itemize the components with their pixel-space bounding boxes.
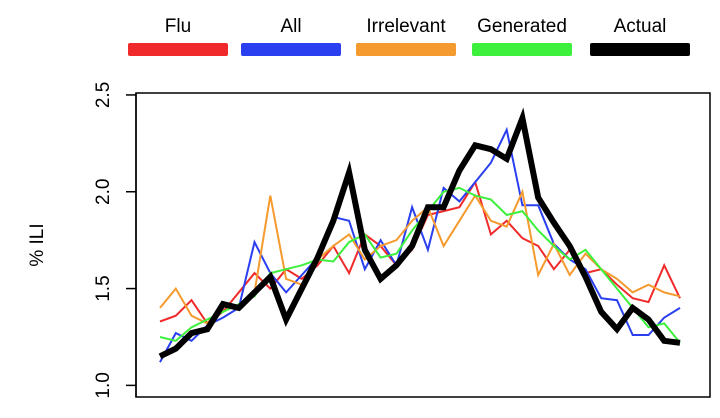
legend-label: Irrelevant [366, 16, 446, 37]
legend-swatch [128, 43, 228, 56]
legend-label: Generated [477, 16, 567, 37]
legend-swatch [590, 43, 690, 56]
series-line [159, 186, 681, 344]
legend-swatch [472, 43, 572, 56]
legend-label: Actual [614, 16, 667, 37]
legend-swatch [356, 43, 456, 56]
legend-label: Flu [165, 16, 191, 37]
y-tick-label: 2.0 [93, 179, 114, 205]
legend-swatch [241, 43, 341, 56]
series-line [158, 107, 681, 359]
plot-frame [135, 92, 711, 398]
y-axis-label: % ILI [27, 223, 48, 266]
series-line [159, 179, 681, 325]
series-line [159, 126, 681, 363]
y-tick-label: 2.5 [93, 82, 114, 108]
legend-label: All [280, 16, 301, 37]
y-tick-label: 1.0 [93, 372, 114, 398]
y-tick-label: 1.5 [93, 275, 114, 301]
